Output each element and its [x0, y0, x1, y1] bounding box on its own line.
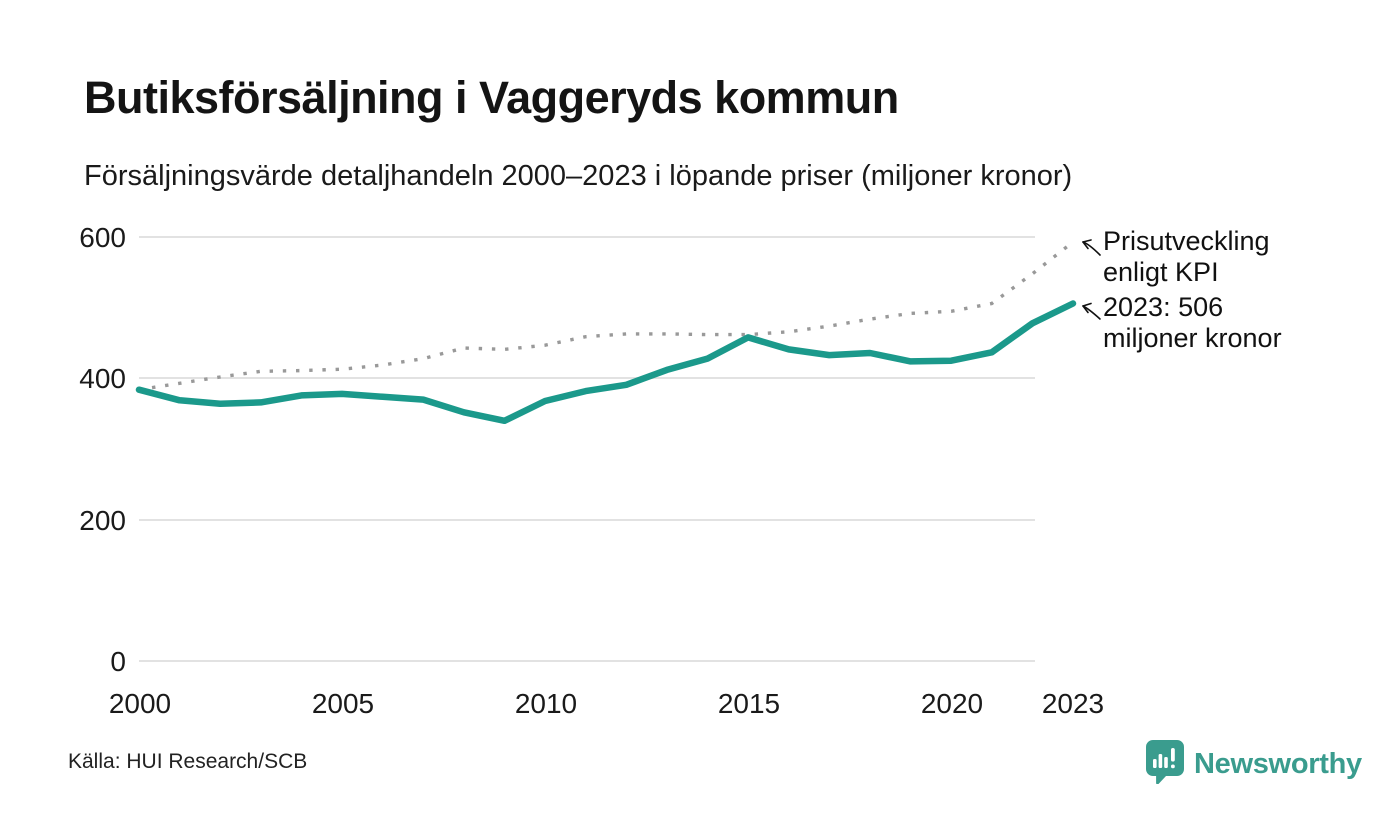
x-tick-2020: 2020 [921, 688, 983, 719]
x-tick-2023: 2023 [1042, 688, 1104, 719]
line-chart: 600 400 200 0 2000 2005 2010 2015 2020 2… [79, 222, 1282, 719]
x-tick-2010: 2010 [515, 688, 577, 719]
annotation-2023-line1: 2023: 506 [1103, 292, 1223, 322]
newsworthy-icon [1146, 740, 1184, 789]
y-axis-labels: 600 400 200 0 [79, 222, 126, 677]
kpi-dotted-line [138, 240, 1075, 392]
x-tick-2015: 2015 [718, 688, 780, 719]
chart-subtitle: Försäljningsvärde detaljhandeln 2000–202… [84, 160, 1073, 192]
y-tick-0: 0 [110, 646, 126, 677]
newsworthy-wordmark: Newsworthy [1194, 748, 1362, 780]
source-note: Källa: HUI Research/SCB [68, 750, 308, 773]
newsworthy-logo: Newsworthy [1146, 740, 1362, 789]
annotation-2023-line2: miljoner kronor [1103, 323, 1282, 353]
y-tick-600: 600 [79, 222, 126, 253]
annotation-kpi-line2: enligt KPI [1103, 257, 1219, 287]
annotation-kpi-line1: Prisutveckling [1103, 226, 1270, 256]
x-tick-2000: 2000 [109, 688, 171, 719]
annotation-2023-value: 2023: 506 miljoner kronor [1103, 292, 1282, 353]
y-tick-400: 400 [79, 363, 126, 394]
gridlines [139, 236, 1035, 662]
annotation-arrow-2023 [1082, 302, 1101, 320]
annotation-arrow-kpi [1082, 239, 1101, 256]
sales-line [135, 300, 1077, 425]
y-tick-200: 200 [79, 505, 126, 536]
x-tick-2005: 2005 [312, 688, 374, 719]
annotation-kpi: Prisutveckling enligt KPI [1103, 226, 1270, 287]
page-title: Butiksförsäljning i Vaggeryds kommun [84, 72, 899, 123]
x-axis-labels: 2000 2005 2010 2015 2020 2023 [109, 688, 1104, 719]
